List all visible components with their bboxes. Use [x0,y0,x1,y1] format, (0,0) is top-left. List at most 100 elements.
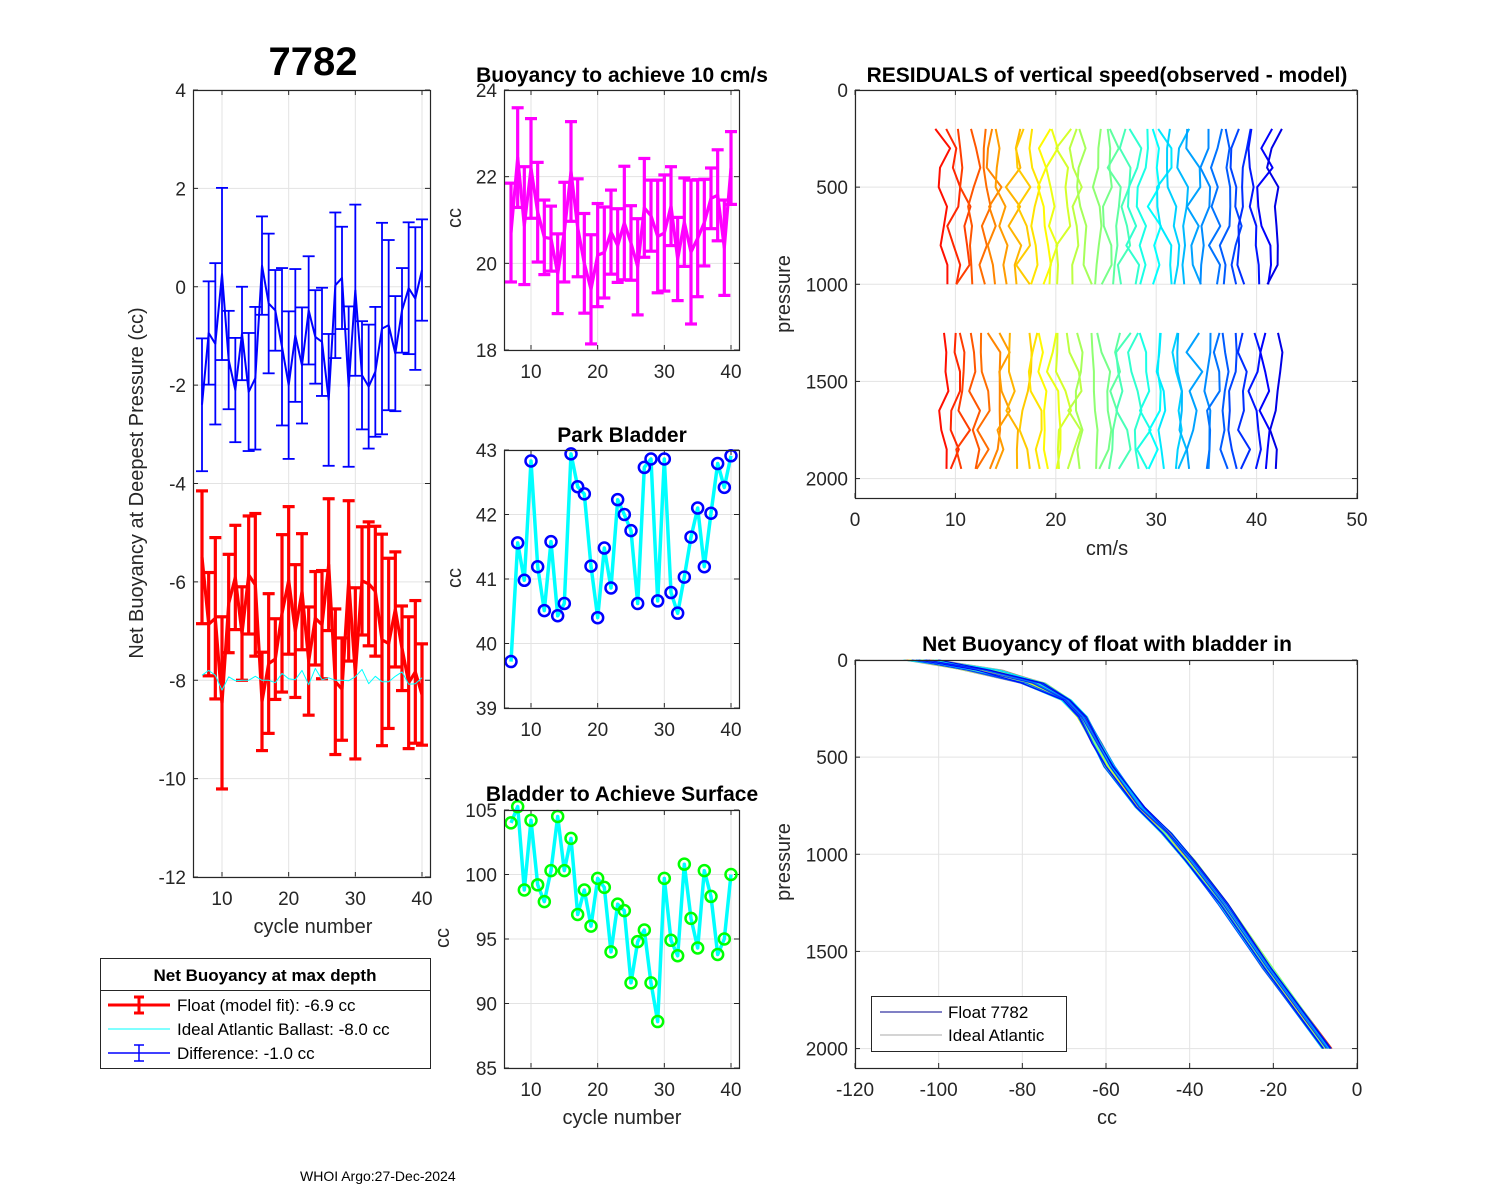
surface-bladder-title: Bladder to Achieve Surface [486,783,758,806]
bladder-surface-marker [590,871,605,886]
park-bladder-marker [604,581,618,595]
y-tick-label: 1500 [806,942,848,963]
x-tick-label: 10 [211,889,232,910]
bladder-surface-marker [664,933,678,948]
y-tick-label: 105 [465,801,497,822]
buoyancy-10cms-frame [503,89,741,352]
bladder-surface-marker [524,813,538,828]
residual-profile [1185,128,1202,285]
park-bladder-marker [510,536,525,550]
park-bladder-marker [617,507,632,522]
y-tick-label: 1500 [806,372,848,393]
bladder-surface-marker [690,941,705,955]
park-bladder-marker [564,447,578,461]
bladder-surface-marker [510,799,525,814]
park-bladder-marker [664,585,678,600]
residual-profile [1155,332,1167,470]
residual-profile [1218,128,1232,285]
residual-profile [1028,128,1041,285]
residual-profile [1096,332,1113,470]
park-bladder-marker [677,570,692,584]
park-bladder-marker [537,603,552,618]
park-bladder-title: Park Bladder [557,424,687,447]
x-tick-label: 0 [1352,1080,1363,1101]
residuals-xlabel: cm/s [1086,538,1128,560]
left-ylabel: Net Buoyancy at Deepest Pressure (cc) [126,307,148,658]
float-profile [918,659,1324,1049]
x-tick-label: 20 [587,1080,608,1101]
legend-difference-swatch [108,1044,170,1062]
surface-ylabel: cc [432,928,454,948]
y-tick-label: 100 [465,866,497,887]
residual-profile [1076,128,1093,285]
y-tick-label: -6 [169,573,186,594]
y-tick-label: 2000 [806,470,848,491]
bladder-surface-marker [557,863,572,878]
residual-profile [1199,128,1212,285]
park-bladder-marker [524,454,538,468]
residual-profile [955,128,972,285]
bladder-surface-marker [584,919,598,933]
x-tick-label: -80 [1009,1080,1036,1101]
residual-profile [1036,128,1052,285]
residual-profile [938,332,950,469]
residual-profile [1125,128,1143,285]
residual-profile [1236,128,1252,285]
y-tick-label: 24 [476,81,498,102]
y-tick-label: 20 [476,254,497,275]
bladder-surface-marker [724,867,738,882]
park-bladder-marker [710,456,725,471]
bladder-surface-marker [630,934,645,949]
residual-profile [1146,128,1162,285]
residuals-ylabel: pressure [773,255,795,333]
bladder-surface-marker [657,871,672,886]
park-bladder-marker [557,596,572,611]
residual-profile [945,128,962,285]
bladder-surface-marker [517,883,532,897]
residual-profile [994,128,1009,285]
bladder-surface-marker [564,831,578,846]
residual-profile [986,332,1002,470]
bladder-surface-marker [650,1014,665,1029]
park-bladder-marker [644,452,658,466]
buoyancy-10cms-axes: 10 20 30 40 18 20 22 24 [476,81,742,383]
residual-profile [1135,128,1149,285]
park-bladder-marker [697,559,712,574]
float-line [200,557,424,705]
buoyancy-line [509,156,733,291]
park-bladder-marker [550,609,565,623]
park-bladder-marker [577,487,592,501]
net-buoyancy-frame [192,89,432,879]
bladder-surface-marker [504,816,518,830]
float-profile [925,659,1331,1049]
bladder-surface-marker [710,947,725,962]
x-tick-label: 40 [411,889,432,910]
residual-profile [955,332,971,470]
y-tick-label: 1000 [806,845,848,866]
park-bladder-marker [590,610,605,625]
y-tick-label: -4 [169,475,186,496]
residual-profile [1219,332,1230,470]
residual-profile [968,332,981,470]
x-tick-label: -60 [1092,1080,1119,1101]
park-bladder-marker [717,480,732,495]
residual-profile [1127,332,1143,470]
residual-profile [1185,332,1204,470]
park-bladder-marker [624,523,638,538]
residual-profile [1005,332,1019,469]
legend-ideal-atlantic-label: Ideal Atlantic [948,1026,1045,1045]
y-tick-label: 0 [837,81,848,102]
y-tick-label: 4 [175,81,186,102]
bladder-surface-marker [617,903,632,918]
residuals-frame [854,89,1359,500]
x-tick-label: 30 [654,720,675,741]
park-bladder-marker [597,541,612,555]
park-bladder-marker [670,606,685,620]
y-tick-label: 0 [837,651,848,672]
residual-profile [1227,332,1238,470]
residual-profile [1115,332,1132,470]
park-bladder-marker [684,530,698,544]
legend-title: Net Buoyancy at max depth [154,966,377,985]
net-buoyancy-profile-frame [854,659,1359,1070]
left-xlabel: cycle number [254,916,373,938]
